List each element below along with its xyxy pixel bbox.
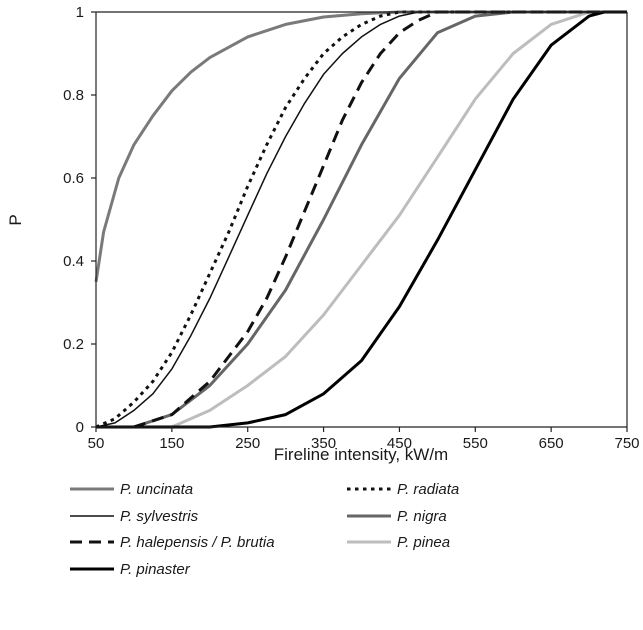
axes: [95, 11, 628, 428]
y-tick-label: 0.8: [63, 87, 84, 104]
x-axis-title: Fireline intensity, kW/m: [274, 445, 448, 464]
legend-label: P. pinaster: [120, 561, 191, 578]
x-tick-label: 750: [614, 435, 639, 452]
legend-label: P. radiata: [397, 481, 459, 498]
series-line-p-halepensis-p-brutia: [96, 10, 627, 429]
y-tick-label: 0: [76, 419, 84, 436]
x-tick-label: 350: [311, 435, 336, 452]
y-tick-label: 0.6: [63, 170, 84, 187]
x-tick-label: 250: [235, 435, 260, 452]
x-tick-label: 450: [387, 435, 412, 452]
x-tick-label: 50: [88, 435, 105, 452]
series-line-p-pinea: [96, 10, 627, 429]
legend-label: P. pinea: [397, 534, 450, 551]
series-line-p-pinaster: [96, 10, 627, 429]
y-tick-label: 0.2: [63, 336, 84, 353]
series-line-p-nigra: [96, 10, 627, 429]
series-line-p-sylvestris: [95, 11, 627, 428]
y-tick-label: 0.4: [63, 253, 84, 270]
legend: P. uncinata P. radiata P. sylvestris P. nig…: [70, 481, 459, 578]
x-tick-label: 650: [539, 435, 564, 452]
legend-label: P. nigra: [397, 508, 447, 525]
series-line-p-radiata: [95, 10, 627, 429]
legend-label: P. uncinata: [120, 481, 193, 498]
x-tick-label: 150: [159, 435, 184, 452]
x-tick-label: 550: [463, 435, 488, 452]
legend-label: P. halepensis / P. brutia: [120, 534, 275, 551]
y-tick-label: 1: [76, 4, 84, 21]
plot-area: [94, 10, 627, 429]
y-axis-title: P: [6, 214, 25, 225]
ticks: 50 150 250 350 450 550 650 750 0 0.2 0.4 0.6 0.8 1: [63, 4, 639, 452]
legend-label: P. sylvestris: [120, 508, 199, 525]
